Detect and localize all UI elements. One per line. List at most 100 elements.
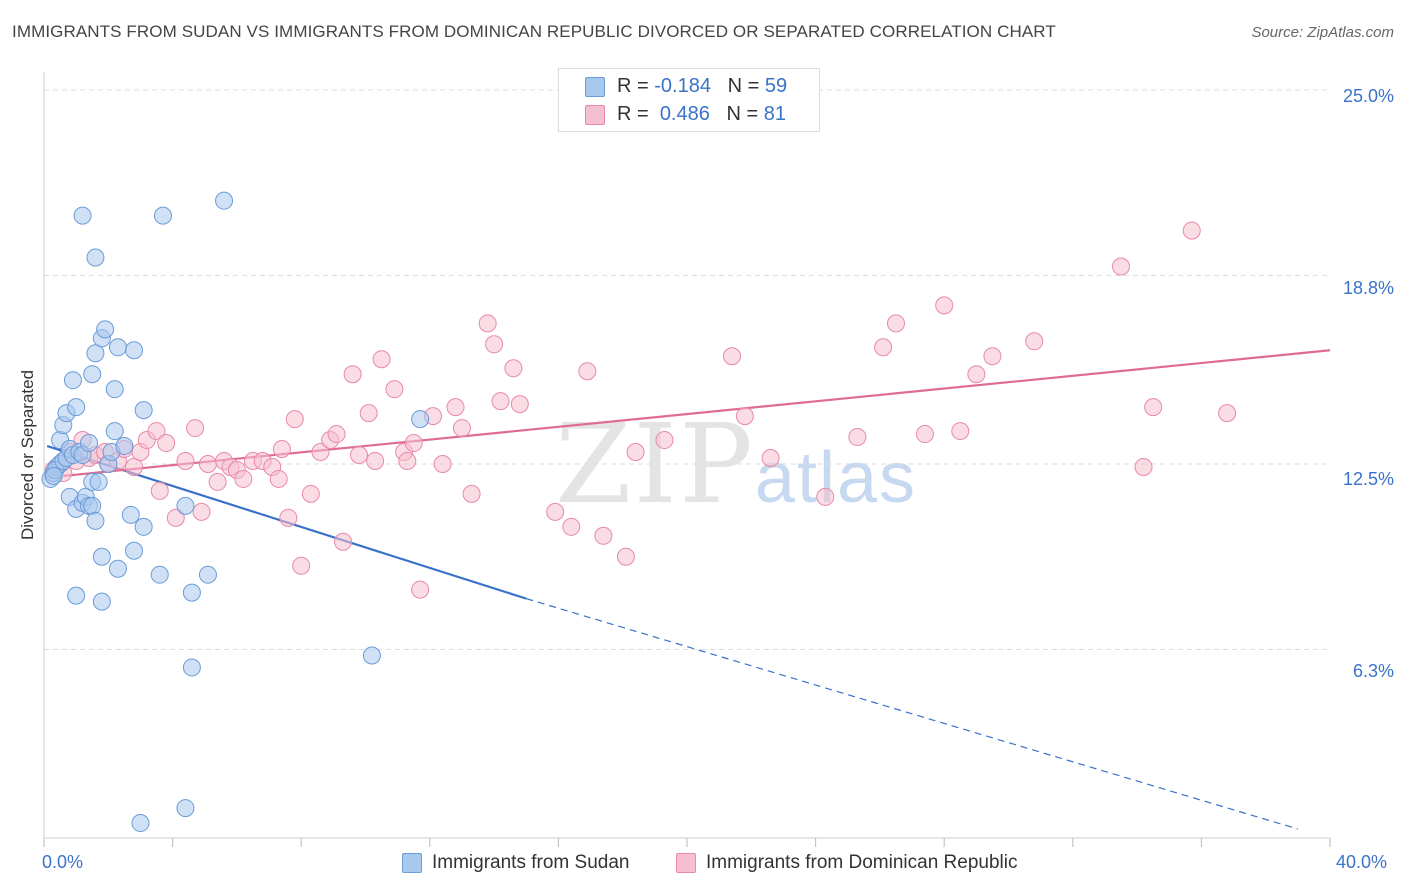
dominican-point bbox=[848, 428, 867, 447]
x-tick-label-max: 40.0% bbox=[1336, 852, 1388, 872]
y-tick-label: 18.8% bbox=[1342, 278, 1394, 298]
series-legend: Immigrants from Sudan Immigrants from Do… bbox=[0, 852, 1406, 876]
dominican-n-value: 81 bbox=[763, 103, 787, 125]
sudan-point bbox=[362, 646, 381, 665]
dominican-point bbox=[578, 362, 597, 381]
dominican-point bbox=[208, 472, 227, 491]
dominican-point bbox=[616, 547, 635, 566]
sudan-point bbox=[67, 398, 86, 417]
dominican-point bbox=[562, 517, 581, 536]
dominican-legend-label: Immigrants from Dominican Republic bbox=[706, 852, 1018, 873]
dominican-point bbox=[462, 484, 481, 503]
dominican-point bbox=[147, 422, 166, 441]
dominican-point bbox=[874, 338, 893, 357]
source-label: Source: ZipAtlas.com bbox=[1251, 24, 1394, 41]
sudan-point bbox=[44, 466, 63, 485]
sudan-point bbox=[411, 410, 430, 429]
sudan-r-label: R = bbox=[617, 75, 655, 97]
sudan-point bbox=[86, 344, 105, 363]
sudan-point bbox=[131, 814, 150, 833]
dominican-point bbox=[411, 580, 430, 599]
dominican-point bbox=[655, 431, 674, 450]
sudan-n-label: N = bbox=[727, 75, 765, 97]
sudan-legend-swatch bbox=[402, 853, 422, 873]
dominican-point bbox=[333, 532, 352, 551]
dominican-point bbox=[446, 398, 465, 417]
dominican-point bbox=[192, 502, 211, 521]
sudan-point bbox=[105, 422, 124, 441]
sudan-point bbox=[108, 338, 127, 357]
dominican-point bbox=[285, 410, 304, 429]
sudan-point bbox=[80, 434, 99, 453]
sudan-point bbox=[73, 206, 92, 225]
sudan-point bbox=[115, 437, 134, 456]
sudan-point bbox=[92, 547, 111, 566]
dominican-point bbox=[272, 440, 291, 459]
sudan-point bbox=[96, 320, 115, 339]
sudan-point bbox=[92, 592, 111, 611]
dominican-trend-line bbox=[63, 349, 1331, 478]
sudan-r-value: -0.184 bbox=[654, 75, 711, 97]
dominican-point bbox=[1218, 404, 1237, 423]
sudan-point bbox=[86, 248, 105, 267]
dominican-point bbox=[269, 469, 288, 488]
sudan-point bbox=[134, 401, 153, 420]
dominican-point bbox=[735, 407, 754, 426]
dominican-point bbox=[404, 434, 423, 453]
dominican-point bbox=[198, 454, 217, 473]
sudan-point bbox=[150, 565, 169, 584]
dominican-point bbox=[915, 425, 934, 444]
sudan-point bbox=[108, 559, 127, 578]
dominican-point bbox=[125, 457, 144, 476]
dominican-point bbox=[491, 392, 510, 411]
y-axis-label: Divorced or Separated bbox=[18, 369, 37, 541]
sudan-point bbox=[134, 517, 153, 536]
dominican-point bbox=[343, 365, 362, 384]
dominican-point bbox=[594, 526, 613, 545]
sudan-point bbox=[121, 505, 140, 524]
dominican-point bbox=[983, 347, 1002, 366]
dominican-point bbox=[504, 359, 523, 378]
dominican-point bbox=[1112, 257, 1131, 276]
sudan-point bbox=[63, 371, 82, 390]
dominican-point bbox=[967, 365, 986, 384]
dominican-point bbox=[433, 454, 452, 473]
dominican-point bbox=[234, 469, 253, 488]
sudan-point bbox=[153, 206, 172, 225]
dominican-swatch bbox=[585, 105, 605, 125]
sudan-point bbox=[176, 496, 195, 515]
x-tick-label-min: 0.0% bbox=[42, 852, 84, 872]
dominican-point bbox=[311, 443, 330, 462]
correlation-legend: R = -0.184 N = 59 R = 0.486 N = 81 bbox=[558, 68, 820, 132]
dominican-point bbox=[398, 451, 417, 470]
dominican-point bbox=[176, 451, 195, 470]
y-tick-label: 12.5% bbox=[1342, 469, 1394, 489]
dominican-n-label: N = bbox=[726, 103, 764, 125]
sudan-point bbox=[89, 472, 108, 491]
dominican-point bbox=[485, 335, 504, 354]
dominican-trend-solid bbox=[63, 349, 1331, 478]
dominican-point bbox=[478, 314, 497, 333]
dominican-point bbox=[626, 443, 645, 462]
dominican-point bbox=[292, 556, 311, 575]
dominican-point bbox=[816, 487, 835, 506]
sudan-points bbox=[41, 191, 430, 833]
sudan-point bbox=[105, 380, 124, 399]
dominican-point bbox=[951, 422, 970, 441]
sudan-point bbox=[182, 583, 201, 602]
dominican-point bbox=[452, 419, 471, 438]
sudan-point bbox=[83, 365, 102, 384]
dominican-point bbox=[366, 451, 385, 470]
dominican-point bbox=[279, 508, 298, 527]
sudan-point bbox=[83, 496, 102, 515]
sudan-legend-label: Immigrants from Sudan bbox=[432, 852, 630, 873]
dominican-point bbox=[359, 404, 378, 423]
dominican-point bbox=[886, 314, 905, 333]
sudan-trend-dashed bbox=[526, 598, 1299, 830]
y-tick-label: 6.3% bbox=[1352, 661, 1394, 681]
dominican-point bbox=[186, 419, 205, 438]
sudan-point bbox=[176, 799, 195, 818]
sudan-point bbox=[86, 511, 105, 530]
dominican-point bbox=[385, 380, 404, 399]
